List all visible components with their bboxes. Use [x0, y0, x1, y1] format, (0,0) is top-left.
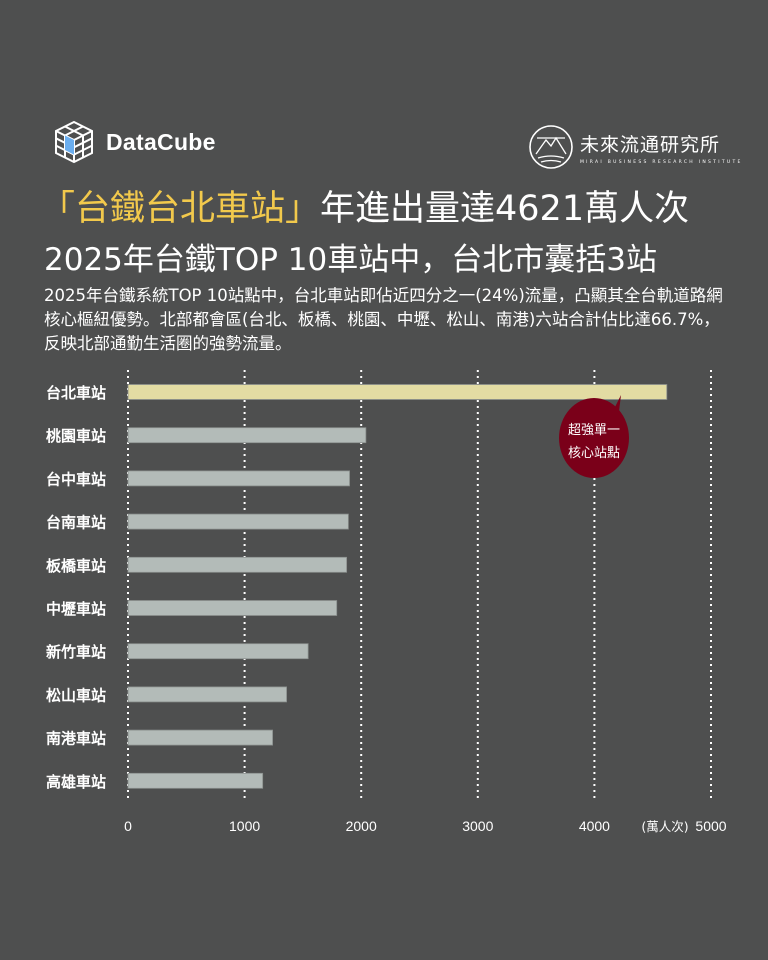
category-label: 高雄車站	[46, 773, 106, 791]
x-axis-unit-label: (萬人次)	[641, 819, 688, 834]
x-tick-label: 3000	[462, 818, 493, 834]
x-tick-label: 0	[124, 818, 132, 834]
bar	[127, 686, 287, 703]
mirai-logo: 未來流通研究所 MIRAI BUSINESS RESEARCH INSTITUT…	[528, 124, 743, 170]
x-tick-label: 4000	[579, 818, 610, 834]
x-tick-label: 5000	[695, 818, 726, 834]
x-tick-label: 2000	[346, 818, 377, 834]
mirai-brand-subtitle: MIRAI BUSINESS RESEARCH INSTITUTE	[580, 159, 743, 165]
bar	[127, 513, 349, 530]
datacube-brand-name: DataCube	[106, 128, 216, 155]
callout-line-1: 超強單一	[568, 423, 620, 438]
bar	[127, 427, 367, 444]
category-label: 台北車站	[46, 384, 106, 402]
page-title: 「台鐵台北車站」年進出量達4621萬人次	[40, 180, 689, 231]
bar	[127, 470, 350, 487]
cube-icon	[55, 120, 93, 164]
bar	[127, 600, 338, 616]
bar	[127, 643, 309, 660]
category-label: 南港車站	[46, 730, 106, 748]
title-highlight: 「台鐵台北車站」	[40, 189, 321, 229]
bar	[127, 729, 273, 746]
callout-line-2: 核心站點	[568, 446, 620, 461]
category-label: 新竹車站	[46, 643, 106, 661]
category-label: 中壢車站	[46, 600, 106, 618]
category-label: 台南車站	[46, 514, 106, 532]
category-label: 松山車站	[46, 686, 106, 704]
datacube-logo: DataCube	[52, 120, 216, 164]
category-label: 桃園車站	[46, 427, 106, 445]
bar	[127, 772, 264, 789]
x-tick-label: 1000	[229, 818, 260, 834]
title-rest: 年進出量達4621萬人次	[320, 189, 690, 229]
mirai-brand-name: 未來流通研究所	[580, 133, 721, 156]
category-label: 板橋車站	[46, 557, 106, 575]
description: 2025年台鐵系統TOP 10站點中，台北車站即佔近四分之一(24%)流量，凸顯…	[44, 286, 723, 353]
category-label: 台中車站	[46, 470, 106, 488]
bar	[127, 556, 348, 573]
mountain-emblem-icon	[529, 125, 573, 169]
page-subtitle: 2025年台鐵TOP 10車站中，台北市囊括3站	[44, 242, 657, 278]
bar	[127, 384, 668, 400]
callout-bubble	[559, 398, 629, 478]
